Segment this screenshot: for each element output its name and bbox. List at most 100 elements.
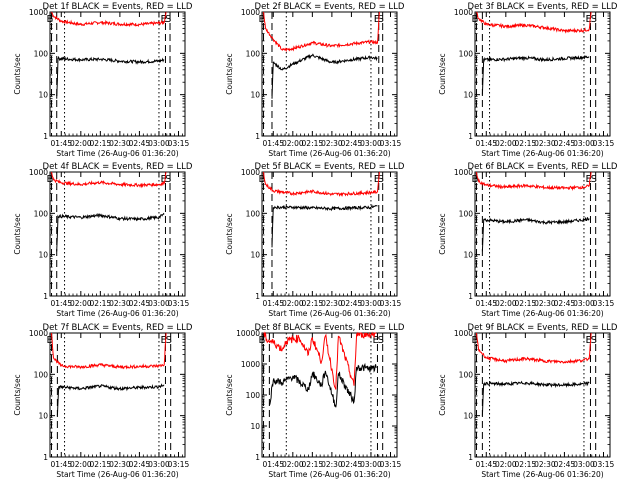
chart-title: Det 3f BLACK = Events, RED = LLD: [468, 2, 618, 12]
x-tick-label: 02:45: [341, 139, 363, 148]
time-marker-label: S: [591, 174, 597, 185]
x-tick-label: 01:45: [475, 299, 497, 308]
events-trace: [56, 55, 165, 99]
events-trace: [481, 54, 590, 95]
y-tick-label: 1000: [29, 8, 48, 17]
x-axis-label: Start Time (26-Aug-06 01:36:20): [56, 470, 178, 479]
events-trace: [269, 362, 377, 408]
time-marker-label: E: [160, 14, 166, 25]
events-trace: [481, 380, 590, 416]
time-marker-label: S: [378, 335, 384, 346]
lld-trace: [263, 11, 380, 53]
x-tick-label: 02:00: [282, 299, 304, 308]
time-marker-label: B: [47, 335, 54, 346]
time-marker-label: S: [166, 335, 172, 346]
chart-title: Det 7f BLACK = Events, RED = LLD: [43, 323, 193, 333]
y-tick-label: 10: [463, 251, 473, 260]
x-tick-label: 02:30: [109, 460, 131, 469]
y-tick-label: 10: [463, 91, 473, 100]
chart-det-6: Det 6f BLACK = Events, RED = LLD 1 10 100 10…: [438, 162, 618, 318]
x-tick-label: 03:00: [573, 299, 595, 308]
x-tick-label: 02:45: [554, 460, 576, 469]
y-tick-label: 1000: [454, 8, 473, 17]
y-tick-label: 100: [246, 391, 261, 400]
y-tick-label: 100: [34, 209, 49, 218]
time-marker-label: S: [591, 14, 597, 25]
time-marker-label: E: [585, 174, 591, 185]
x-tick-label: 03:00: [360, 139, 382, 148]
plot-frame: [261, 11, 398, 137]
x-tick-label: 03:00: [148, 139, 170, 148]
time-marker-label: E: [585, 335, 591, 346]
x-tick-label: 01:45: [475, 460, 497, 469]
events-trace: [271, 53, 378, 99]
x-tick-label: 02:00: [495, 299, 517, 308]
y-tick-label: 10: [38, 412, 48, 421]
x-tick-label: 03:00: [360, 460, 382, 469]
time-marker-label: S: [591, 335, 597, 346]
x-tick-label: 02:45: [341, 460, 363, 469]
time-marker-label: E: [160, 335, 166, 346]
x-axis-label: Start Time (26-Aug-06 01:36:20): [56, 149, 178, 158]
lld-trace: [51, 332, 167, 370]
x-tick-label: 02:15: [90, 299, 112, 308]
y-tick-label: 100: [246, 49, 261, 58]
plot-frame: [49, 11, 186, 137]
x-tick-label: 03:15: [380, 139, 402, 148]
y-tick-label: 10: [38, 91, 48, 100]
y-axis-label: Counts/sec: [13, 53, 22, 94]
time-marker-label: B: [259, 174, 266, 185]
chart-title: Det 5f BLACK = Events, RED = LLD: [255, 162, 405, 172]
y-axis-label: Counts/sec: [438, 374, 447, 415]
x-tick-label: 03:00: [148, 299, 170, 308]
x-tick-label: 03:00: [360, 299, 382, 308]
y-tick-label: 1000: [29, 329, 48, 338]
x-tick-label: 01:45: [50, 460, 72, 469]
x-tick-label: 02:15: [302, 460, 324, 469]
x-tick-label: 02:45: [341, 299, 363, 308]
x-tick-label: 02:15: [90, 460, 112, 469]
x-tick-label: 01:45: [475, 139, 497, 148]
plot-frame: [49, 171, 186, 297]
x-tick-label: 02:45: [129, 299, 151, 308]
time-marker-label: B: [47, 14, 54, 25]
chart-title: Det 8f BLACK = Events, RED = LLD: [255, 323, 405, 333]
plot-frame: [474, 332, 611, 458]
plot-frame: [261, 171, 398, 297]
x-tick-label: 02:45: [129, 460, 151, 469]
x-axis-label: Start Time (26-Aug-06 01:36:20): [481, 149, 603, 158]
time-marker-label: B: [472, 335, 479, 346]
plot-frame: [474, 171, 611, 297]
x-axis-label: Start Time (26-Aug-06 01:36:20): [56, 309, 178, 318]
events-trace: [481, 216, 590, 252]
x-tick-label: 03:15: [168, 460, 190, 469]
y-tick-label: 1: [255, 132, 260, 141]
time-marker-label: E: [374, 174, 380, 185]
lld-trace: [476, 171, 592, 191]
time-marker-label: B: [472, 174, 479, 185]
chart-det-9: Det 9f BLACK = Events, RED = LLD 1 10 100 10…: [438, 323, 618, 479]
x-tick-label: 03:00: [573, 139, 595, 148]
chart-det-1: Det 1f BLACK = Events, RED = LLD 1 10 100 10…: [13, 2, 193, 158]
y-tick-label: 1: [255, 292, 260, 301]
chart-det-4: Det 4f BLACK = Events, RED = LLD 1 10 100 10…: [13, 162, 193, 318]
y-axis-label: Counts/sec: [13, 213, 22, 254]
y-tick-label: 1000: [241, 168, 260, 177]
x-tick-label: 02:30: [534, 299, 556, 308]
x-axis-label: Start Time (26-Aug-06 01:36:20): [481, 309, 603, 318]
x-tick-label: 02:00: [70, 460, 92, 469]
y-tick-label: 10000: [236, 329, 260, 338]
y-tick-label: 100: [459, 49, 474, 58]
events-trace: [56, 212, 165, 252]
x-tick-label: 02:15: [90, 139, 112, 148]
time-marker-label: B: [47, 174, 54, 185]
x-tick-label: 01:45: [50, 299, 72, 308]
x-tick-label: 02:30: [534, 139, 556, 148]
events-trace: [271, 204, 378, 248]
x-tick-label: 02:00: [70, 139, 92, 148]
time-marker-label: S: [378, 174, 384, 185]
lld-trace: [476, 11, 592, 34]
lld-trace: [263, 171, 380, 197]
x-tick-label: 02:30: [321, 299, 343, 308]
